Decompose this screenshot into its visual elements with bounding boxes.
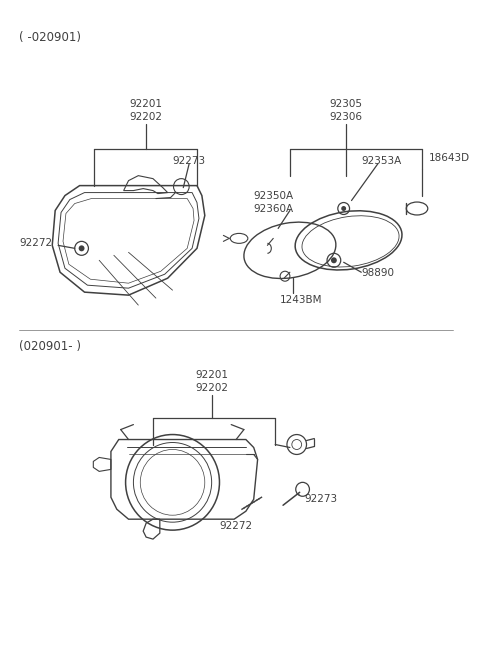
Text: 92306: 92306	[329, 112, 362, 122]
Text: 92272: 92272	[19, 238, 52, 248]
Text: ( -020901): ( -020901)	[19, 31, 81, 45]
Text: 92201: 92201	[195, 370, 228, 380]
Text: (020901- ): (020901- )	[19, 340, 81, 353]
Text: 92350A: 92350A	[254, 191, 294, 200]
Text: 92360A: 92360A	[254, 204, 294, 214]
Circle shape	[79, 246, 84, 252]
Text: 92272: 92272	[219, 521, 252, 531]
Circle shape	[331, 257, 337, 263]
Text: 92202: 92202	[195, 383, 228, 393]
Text: 98890: 98890	[361, 269, 394, 278]
Text: 92201: 92201	[130, 99, 163, 109]
Text: 92273: 92273	[172, 156, 205, 166]
Text: 92202: 92202	[130, 112, 163, 122]
Text: 1243BM: 1243BM	[280, 295, 323, 305]
Text: 92273: 92273	[304, 495, 338, 504]
Text: 92353A: 92353A	[361, 156, 402, 166]
Text: 18643D: 18643D	[429, 153, 470, 162]
Text: 92305: 92305	[329, 99, 362, 109]
Circle shape	[341, 206, 346, 211]
